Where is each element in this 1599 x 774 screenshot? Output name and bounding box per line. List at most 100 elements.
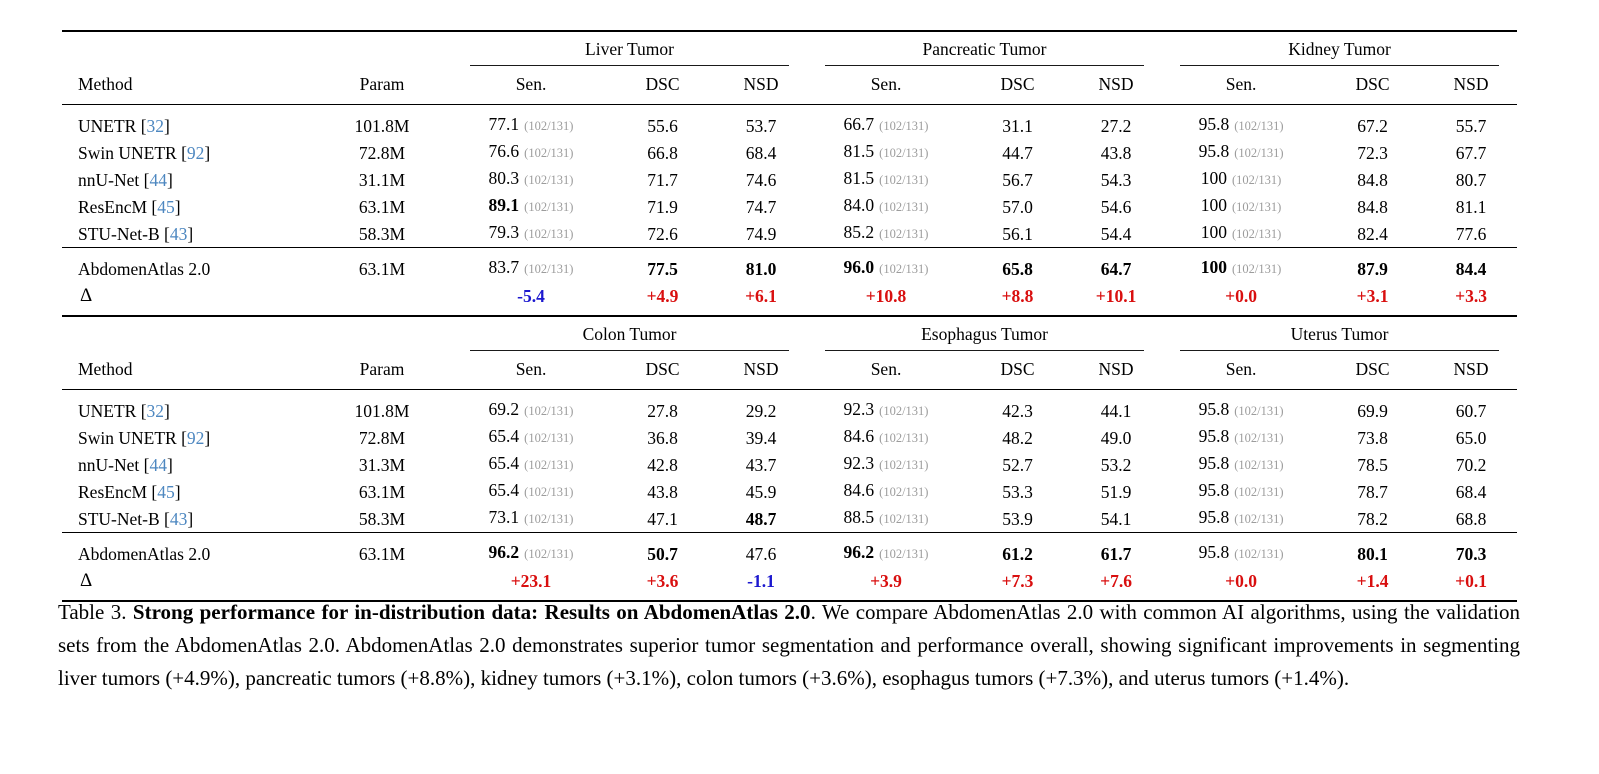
method-cell: STU-Net-B [43] — [62, 505, 312, 533]
delta-cell: +7.3 — [965, 567, 1071, 602]
metric-value: 74.7 — [745, 197, 777, 217]
metric-cell: 54.3 — [1070, 166, 1162, 193]
metric-cell: 39.4 — [715, 424, 807, 451]
metric-cell: 68.4 — [715, 139, 807, 166]
method-cell: nnU-Net [44] — [62, 451, 312, 478]
cite-bracket: [ — [164, 509, 170, 529]
metric-value: 81.5 — [843, 141, 875, 161]
delta-row: Δ -5.4 +4.9 +6.1 +10.8 +8.8 +10.1 +0.0 +3.1 +3.3 — [62, 282, 1517, 316]
metric-value: 96.2 — [488, 542, 520, 562]
col-header-nsd: NSD — [1425, 66, 1518, 105]
table-row: UNETR [32] 101.8M 77.1 (102/131) 55.6 53.7 66.… — [62, 105, 1517, 140]
metric-value: 70.3 — [1455, 544, 1487, 564]
citation-link[interactable]: 43 — [169, 224, 188, 244]
cite-bracket: ] — [164, 116, 170, 136]
metric-value: 51.9 — [1100, 482, 1132, 502]
param-cell: 63.1M — [312, 247, 452, 282]
col-header-method: Method — [62, 351, 312, 390]
metric-value: 92.3 — [843, 453, 875, 473]
citation-link[interactable]: 44 — [149, 455, 167, 475]
col-header-dsc: DSC — [1320, 66, 1426, 105]
col-header-sen: Sen. — [807, 66, 966, 105]
metric-value: 54.3 — [1100, 170, 1132, 190]
table-row: ResEncM [45] 63.1M 89.1 (102/131) 71.9 74.7 84… — [62, 193, 1517, 220]
citation-link[interactable]: 44 — [149, 170, 167, 190]
metric-value: 81.0 — [745, 259, 777, 279]
cite-bracket: [ — [151, 482, 158, 502]
metric-value: 47.1 — [647, 509, 678, 529]
citation-link[interactable]: 92 — [186, 428, 205, 448]
sen-cell: 65.4 (102/131) — [452, 451, 610, 478]
caption-label: Table 3. — [58, 600, 133, 624]
method-label: nnU-Net — [78, 170, 140, 190]
metric-value: 53.2 — [1100, 455, 1132, 475]
sen-count-annotation: (102/131) — [524, 485, 574, 499]
metric-value: 56.1 — [1002, 224, 1033, 244]
citation-link[interactable]: 45 — [157, 197, 175, 217]
group-title: Uterus Tumor — [1290, 324, 1389, 344]
metric-value: 42.8 — [647, 455, 678, 475]
cite-bracket: ] — [187, 509, 194, 529]
sen-count-annotation: (102/131) — [1234, 458, 1284, 472]
group-header-row: Colon Tumor Esophagus Tumor Uterus Tumor — [62, 315, 1518, 351]
sen-count-annotation: (102/131) — [524, 547, 574, 561]
method-cell: AbdomenAtlas 2.0 — [62, 247, 312, 282]
group-underline — [1180, 65, 1500, 66]
metric-value: 95.8 — [1198, 480, 1230, 500]
sen-cell: 73.1 (102/131) — [452, 505, 610, 533]
metric-cell: 66.8 — [610, 139, 715, 166]
citation-link[interactable]: 32 — [146, 116, 165, 136]
cite-bracket: [ — [140, 401, 147, 421]
metric-value: 76.6 — [488, 141, 520, 161]
param-cell: 101.8M — [354, 401, 410, 421]
metric-value: 80.1 — [1357, 544, 1388, 564]
metric-value: 52.7 — [1002, 455, 1033, 475]
metric-value: 69.9 — [1357, 401, 1388, 421]
col-header-sen: Sen. — [452, 351, 610, 390]
metric-header-row: Method Param Sen. DSC NSD Sen. DSC NSD Sen. DSC NS… — [62, 66, 1518, 105]
delta-cell: +3.1 — [1356, 286, 1389, 306]
delta-cell: +0.0 — [1162, 567, 1321, 602]
sen-cell: 81.5 (102/131) — [807, 166, 965, 193]
sen-cell: 95.8 (102/131) — [1162, 451, 1320, 478]
metric-cell: 56.7 — [965, 166, 1070, 193]
metric-value: 72.6 — [647, 224, 678, 244]
citation-link[interactable]: 92 — [186, 143, 205, 163]
sen-cell: 83.7 (102/131) — [452, 247, 610, 282]
metric-value: 55.7 — [1455, 116, 1487, 136]
sen-count-annotation: (102/131) — [879, 547, 929, 561]
empty-cell — [312, 282, 452, 316]
metric-value: 45.9 — [745, 482, 777, 502]
metric-cell: 71.7 — [610, 166, 715, 193]
metric-value: 96.2 — [843, 542, 875, 562]
sen-count-annotation: (102/131) — [1234, 512, 1284, 526]
sen-cell: 88.5 (102/131) — [807, 505, 965, 533]
metric-value: 27.2 — [1100, 116, 1132, 136]
method-label: ResEncM — [78, 197, 148, 217]
sen-count-annotation: (102/131) — [879, 431, 929, 445]
metric-cell: 55.7 — [1425, 105, 1517, 140]
col-header-method: Method — [62, 66, 312, 105]
citation-link[interactable]: 32 — [146, 401, 165, 421]
sen-count-annotation: (102/131) — [524, 200, 574, 214]
metric-value: 29.2 — [745, 401, 777, 421]
metric-cell: 87.9 — [1320, 247, 1426, 282]
cite-bracket: [ — [151, 197, 158, 217]
sen-count-annotation: (102/131) — [1232, 200, 1282, 214]
metric-cell: 43.7 — [715, 451, 807, 478]
metric-value: 84.8 — [1357, 197, 1388, 217]
sen-cell: 66.7 (102/131) — [807, 105, 965, 140]
metric-value: 43.8 — [647, 482, 678, 502]
metric-cell: 69.9 — [1320, 390, 1425, 425]
citation-link[interactable]: 43 — [169, 509, 188, 529]
metric-cell: 74.7 — [715, 193, 807, 220]
metric-value: 77.6 — [1455, 224, 1487, 244]
metric-cell: 61.2 — [965, 532, 1071, 567]
metric-cell: 47.6 — [715, 532, 808, 567]
metric-cell: 51.9 — [1070, 478, 1162, 505]
citation-link[interactable]: 45 — [157, 482, 175, 502]
metric-cell: 48.7 — [715, 505, 807, 533]
sen-cell: 100 (102/131) — [1162, 166, 1320, 193]
cite-bracket: ] — [166, 170, 173, 190]
metric-value: 78.2 — [1357, 509, 1388, 529]
